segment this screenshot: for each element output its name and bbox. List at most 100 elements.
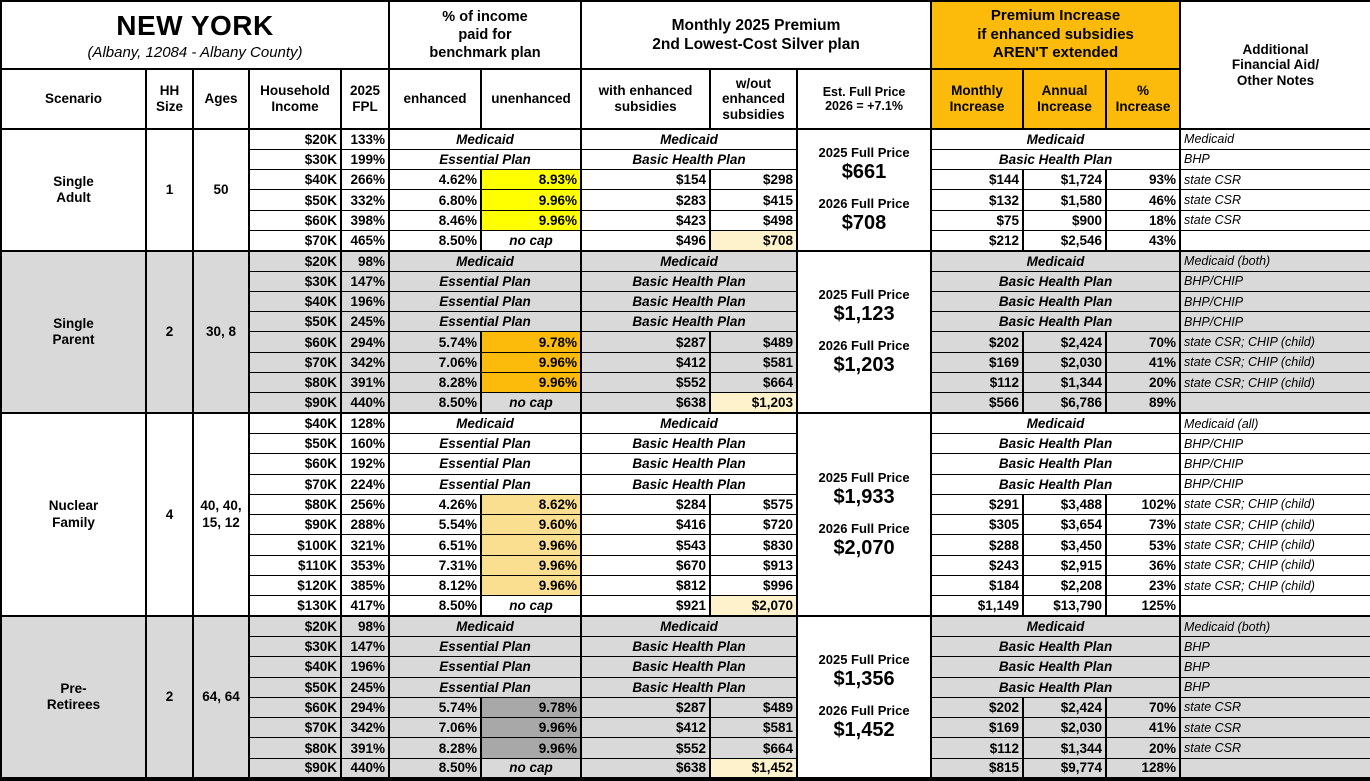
increase-plan-coverage-cell: Basic Health Plan [930,432,1182,455]
full-price-v26: $2,070 [833,536,895,559]
increase-plan-coverage-cell: Basic Health Plan [930,290,1182,313]
table-row: $50K 332% 6.80% 9.96% $283 $415 $132 $1,580 46% s… [1,189,1370,211]
hh-size-value: 2 [145,249,194,414]
household-income-cell: $40K [248,290,342,313]
full-price-l25: 2025 Full Price [818,651,910,667]
premium-plan-coverage-cell: Basic Health Plan [580,290,799,313]
hh-size-value: 1 [145,128,194,252]
annual-increase-cell: $1,344 [1022,372,1108,394]
table-row: $130K 417% 8.50% no cap $921 $2,070 $1,149 $13,… [1,595,1370,617]
monthly-increase-cell: $202 [930,331,1025,353]
household-income-cell: $50K [248,311,342,333]
household-income-cell: $90K [248,392,342,414]
premium-plan-coverage-cell: Basic Health Plan [580,635,799,658]
premium-plan-coverage-cell: Medicaid [580,412,799,434]
pct-increase-cell: 46% [1105,189,1182,211]
premium-without-subsidies-cell: $664 [709,372,799,394]
col-header-without-subsidies: w/out enhanced subsidies [709,68,799,130]
table-row: $70K 465% 8.50% no cap $496 $708 $212 $2,546 43% [1,229,1370,252]
notes-cell: Medicaid [1179,127,1370,150]
premium-plan-coverage-cell: Basic Health Plan [580,311,799,333]
premium-plan-coverage-cell: Basic Health Plan [580,453,799,475]
household-income-cell: $30K [248,635,342,658]
enhanced-pct-cell: 5.74% [388,696,482,719]
unenhanced-pct-cell: 9.96% [479,189,583,211]
fpl-pct-cell: 245% [340,311,390,333]
annual-increase-cell: $2,424 [1022,696,1108,719]
col-header-annual-increase: Annual Increase [1022,68,1108,130]
enhanced-pct-cell: 5.54% [388,514,482,536]
premium-with-subsidies-cell: $287 [580,331,712,353]
col-header-fpl: 2025 FPL [340,68,390,130]
benchmark-plan-coverage-cell: Essential Plan [387,676,583,698]
annual-increase-cell: $1,344 [1022,737,1108,759]
premium-without-subsidies-cell: $830 [709,534,799,556]
benchmark-plan-coverage-cell: Essential Plan [387,453,583,475]
household-income-cell: $90K [248,514,342,536]
premium-without-subsidies-cell: $913 [709,554,799,577]
fpl-pct-cell: 98% [340,249,390,272]
benchmark-plan-coverage-cell: Essential Plan [387,148,583,171]
household-income-cell: $50K [248,676,342,698]
table-row: $60K 192% Essential Plan Basic Health Plan B… [1,453,1370,475]
benchmark-plan-coverage-cell: Essential Plan [387,290,583,313]
enhanced-pct-cell: 8.50% [388,595,482,617]
monthly-increase-cell: $112 [930,372,1025,394]
household-income-cell: $20K [248,615,342,637]
notes-cell: state CSR; CHIP (child) [1179,514,1370,536]
pct-increase-cell: 53% [1105,534,1182,556]
benchmark-plan-coverage-cell: Essential Plan [387,270,583,292]
notes-cell: Medicaid (both) [1179,249,1370,272]
fpl-pct-cell: 342% [340,351,390,374]
household-income-cell: $70K [248,351,342,374]
col-header-scenario: Scenario [0,68,147,130]
table-row: $90K 288% 5.54% 9.60% $416 $720 $305 $3,654 73% s… [1,514,1370,536]
full-price-v26: $708 [841,211,887,234]
unenhanced-pct-cell: no cap [479,392,583,414]
pct-increase-cell: 41% [1105,717,1182,739]
table-row: Pre- Retirees 2 64, 64 $20K 98% Medicaid Medic… [0,615,1370,780]
enhanced-pct-cell: 7.06% [388,717,482,739]
table-row: Single Parent 2 30, 8 $20K 98% Medicaid Medica… [0,249,1370,414]
unenhanced-pct-cell: 9.78% [479,696,583,719]
annual-increase-cell: $1,724 [1022,169,1108,191]
fpl-pct-cell: 147% [340,635,390,658]
table-title-cell: NEW YORK (Albany, 12084 - Albany County) [0,0,390,70]
enhanced-pct-cell: 8.50% [388,392,482,414]
enhanced-pct-cell: 4.62% [388,169,482,191]
household-income-cell: $30K [248,270,342,292]
unenhanced-pct-cell: no cap [479,595,583,617]
premium-with-subsidies-cell: $921 [580,595,712,617]
fpl-pct-cell: 256% [340,493,390,516]
table-row: $40K 196% Essential Plan Basic Health Plan B… [1,656,1370,678]
monthly-increase-cell: $132 [930,189,1025,211]
col-header-with-subsidies: with enhanced subsidies [580,68,712,130]
table-row: $60K 294% 5.74% 9.78% $287 $489 $202 $2,424 70% s… [1,331,1370,353]
benchmark-plan-coverage-cell: Essential Plan [387,473,583,495]
notes-cell: BHP [1179,656,1370,678]
annual-increase-cell: $2,208 [1022,575,1108,597]
fpl-pct-cell: 321% [340,534,390,556]
pct-increase-cell: 20% [1105,737,1182,759]
fpl-pct-cell: 440% [340,392,390,414]
benchmark-plan-coverage-cell: Medicaid [387,412,583,434]
benchmark-plan-coverage-cell: Medicaid [387,127,583,150]
column-header-row: Scenario HH Size Ages Household Income 2… [0,68,1370,130]
notes-cell: BHP/CHIP [1179,290,1370,313]
monthly-increase-cell: $202 [930,696,1025,719]
premium-plan-coverage-cell: Basic Health Plan [580,656,799,678]
premium-with-subsidies-cell: $812 [580,575,712,597]
household-income-cell: $60K [248,209,342,231]
premium-without-subsidies-cell: $996 [709,575,799,597]
household-income-cell: $70K [248,473,342,495]
fpl-pct-cell: 353% [340,554,390,577]
notes-cell: state CSR; CHIP (child) [1179,493,1370,516]
household-income-cell: $30K [248,148,342,171]
fpl-pct-cell: 294% [340,696,390,719]
pct-increase-cell: 102% [1105,493,1182,516]
notes-cell [1179,595,1370,617]
annual-increase-cell: $9,774 [1022,757,1108,780]
notes-cell: state CSR; CHIP (child) [1179,351,1370,374]
premium-plan-coverage-cell: Medicaid [580,249,799,272]
annual-increase-cell: $900 [1022,209,1108,231]
